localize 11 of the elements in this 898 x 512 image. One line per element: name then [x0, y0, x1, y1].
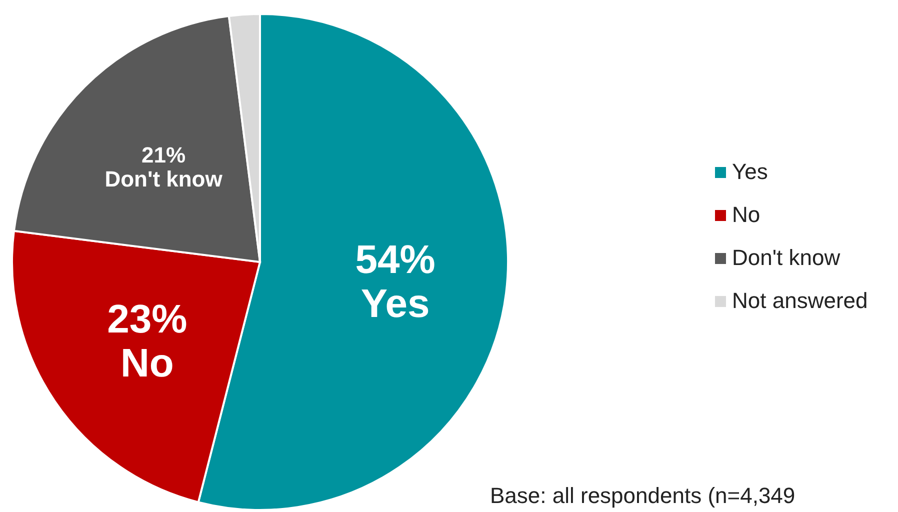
legend-label: Don't know: [732, 244, 840, 270]
slice-label: Yes: [360, 282, 430, 326]
slice-label: Don't know: [104, 166, 224, 192]
legend-label: Not answered: [732, 288, 868, 313]
data-label: 54%: [355, 238, 436, 282]
data-label: 23%: [107, 298, 188, 342]
slice-label: No: [120, 342, 174, 386]
legend-label: Yes: [732, 158, 768, 184]
text: Base: all respondents (n=4,349: [490, 483, 796, 508]
legend-label: No: [732, 202, 760, 227]
data-label: 21%: [142, 142, 186, 168]
